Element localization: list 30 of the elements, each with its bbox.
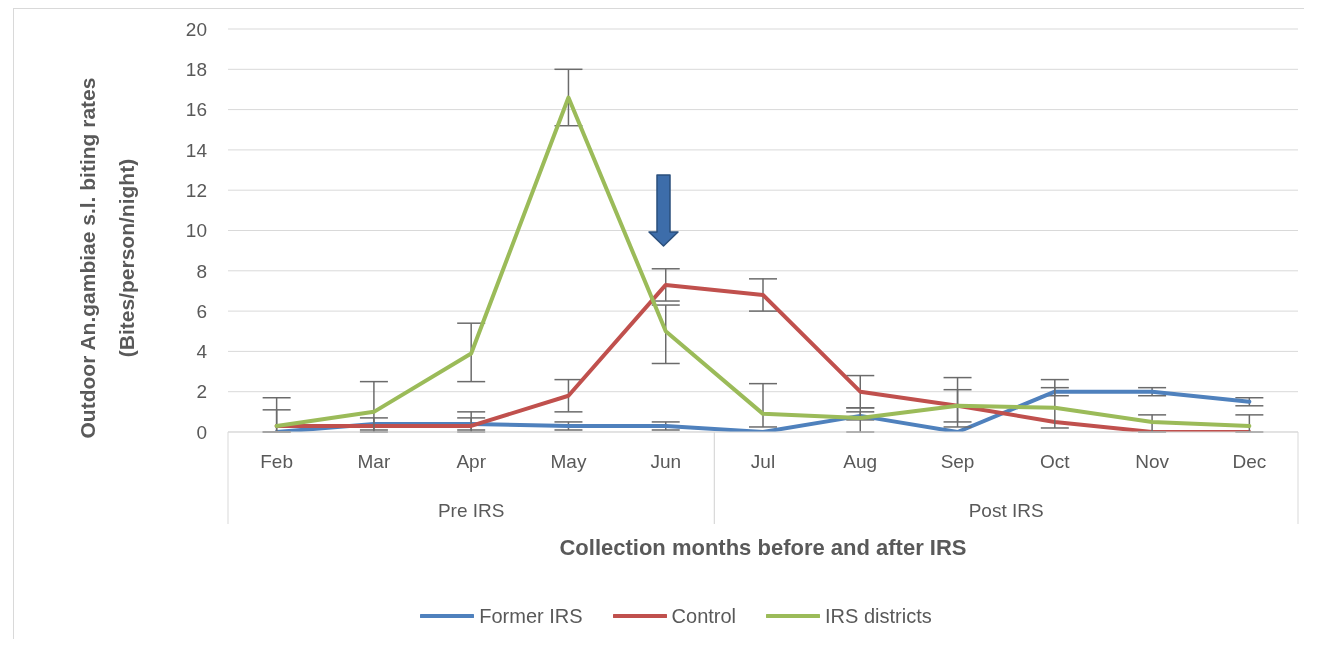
- x-tick-label: Jun: [650, 451, 682, 473]
- text: Pre IRS: [437, 500, 505, 521]
- y-axis-title: Outdoor An.gambiae s.l. biting rates (Bites/person/night): [76, 77, 139, 439]
- x-tick-label: Apr: [456, 451, 487, 473]
- x-tick-label: Dec: [1232, 451, 1267, 473]
- x-axis-title: Collection months before and after IRS: [559, 535, 967, 560]
- y-tick-label: 2: [196, 381, 207, 403]
- text: Post IRS: [968, 500, 1044, 521]
- y-tick-label: 8: [196, 260, 207, 282]
- y-tick-label: 10: [185, 220, 207, 242]
- y-tick-label: 14: [185, 139, 208, 161]
- x-tick-label: Nov: [1135, 451, 1170, 473]
- y-tick-label: 12: [185, 179, 207, 201]
- x-tick-label: Aug: [843, 451, 878, 473]
- x-tick-label: Oct: [1040, 451, 1071, 473]
- y-tick-label: 18: [185, 59, 207, 81]
- x-tick-label: May: [550, 451, 587, 473]
- y-tick-label: 20: [185, 18, 207, 40]
- legend-label: Control: [671, 604, 737, 628]
- legend-label: Former IRS: [479, 604, 583, 628]
- x-tick-label: Jul: [750, 451, 776, 473]
- y-tick-label: 4: [196, 341, 208, 363]
- x-tick-label: Sep: [940, 451, 975, 473]
- y-tick-label: 6: [196, 300, 207, 322]
- legend-label: IRS districts: [825, 604, 932, 628]
- x-tick-label: Feb: [260, 451, 294, 473]
- y-tick-label: 16: [185, 99, 207, 121]
- line-series: [274, 95, 1252, 428]
- y-tick-label: 0: [196, 421, 207, 443]
- x-tick-label: Mar: [357, 451, 391, 473]
